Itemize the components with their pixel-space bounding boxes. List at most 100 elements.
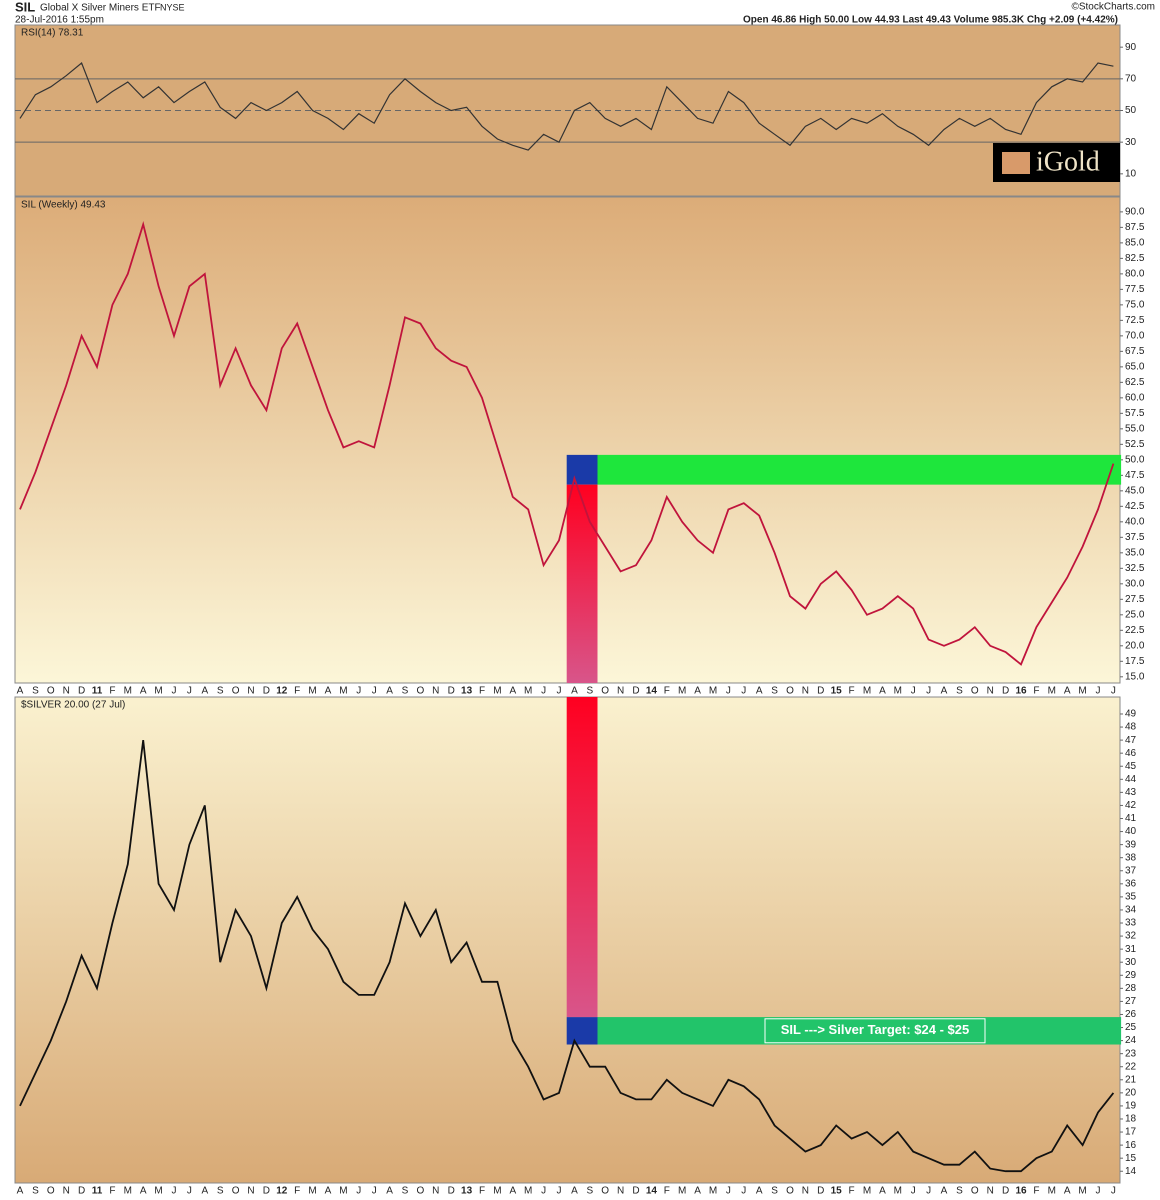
y-tick-label: 20 (1125, 1087, 1137, 1098)
x-tick-label: F (294, 1186, 300, 1197)
x-tick-label: M (863, 1186, 871, 1197)
x-tick-label: A (879, 686, 886, 697)
symbol: SIL (15, 0, 35, 14)
y-tick-label: 38 (1125, 852, 1137, 863)
x-tick-label: J (726, 686, 731, 697)
x-tick-label: F (1033, 686, 1039, 697)
x-tick-label: O (417, 1186, 425, 1197)
price-line (19, 62, 1114, 151)
x-tick-label: J (187, 686, 192, 697)
x-tick-label: J (1111, 686, 1116, 697)
y-tick-label: 19 (1125, 1101, 1137, 1112)
x-tick-label: A (694, 1186, 701, 1197)
x-tick-label: J (726, 1186, 731, 1197)
x-tick-label: J (1096, 1186, 1101, 1197)
x-tick-label: M (1048, 1186, 1056, 1197)
y-tick-label: 15 (1125, 1153, 1137, 1164)
x-tick-label: A (140, 1186, 147, 1197)
y-tick-label: 45.0 (1125, 485, 1145, 496)
x-tick-label: N (987, 1186, 994, 1197)
highlight-band (566, 454, 598, 485)
x-tick-label: O (232, 686, 240, 697)
y-tick-label: 42.5 (1125, 501, 1145, 512)
x-tick-label: M (124, 1186, 132, 1197)
y-tick-label: 32 (1125, 931, 1137, 942)
x-tick-label: 12 (276, 1186, 288, 1197)
x-tick-label: A (941, 1186, 948, 1197)
x-tick-label: F (109, 686, 115, 697)
x-tick-label: 14 (646, 1186, 658, 1197)
x-tick-label: A (1064, 686, 1071, 697)
x-tick-label: M (1078, 1186, 1086, 1197)
x-tick-label: N (63, 1186, 70, 1197)
x-tick-label: D (448, 686, 455, 697)
x-tick-label: M (863, 686, 871, 697)
x-tick-label: A (140, 686, 147, 697)
x-tick-label: J (741, 686, 746, 697)
y-tick-label: 28 (1125, 983, 1137, 994)
y-tick-label: 36 (1125, 878, 1137, 889)
x-tick-label: D (78, 686, 85, 697)
x-tick-label: A (509, 1186, 516, 1197)
x-tick-label: M (308, 686, 316, 697)
x-tick-label: J (187, 1186, 192, 1197)
y-tick-label: 34 (1125, 905, 1137, 916)
y-tick-label: 35.0 (1125, 547, 1145, 558)
y-tick-label: 25.0 (1125, 609, 1145, 620)
y-tick-label: 22.5 (1125, 625, 1145, 636)
x-tick-label: D (263, 1186, 270, 1197)
panel-title: RSI(14) 78.31 (21, 28, 84, 39)
y-tick-label: 60.0 (1125, 392, 1145, 403)
y-tick-label: 20.0 (1125, 640, 1145, 651)
x-tick-label: 12 (276, 686, 288, 697)
x-tick-label: M (308, 1186, 316, 1197)
x-tick-label: M (524, 1186, 532, 1197)
y-tick-label: 43 (1125, 787, 1137, 798)
x-tick-label: 11 (92, 686, 103, 697)
x-tick-label: A (756, 686, 763, 697)
connector-column (566, 697, 598, 1018)
x-tick-label: J (1096, 686, 1101, 697)
y-tick-label: 50 (1125, 105, 1137, 116)
x-tick-label: M (154, 1186, 162, 1197)
x-tick-label: 15 (831, 1186, 843, 1197)
y-tick-label: 47.5 (1125, 470, 1145, 481)
x-tick-label: O (601, 686, 609, 697)
x-tick-label: N (247, 686, 254, 697)
y-tick-label: 42 (1125, 800, 1137, 811)
x-tick-label: 15 (831, 686, 843, 697)
x-tick-label: M (339, 1186, 347, 1197)
x-tick-label: M (894, 1186, 902, 1197)
x-tick-label: S (956, 686, 963, 697)
x-tick-label: A (201, 686, 208, 697)
date: 28-Jul-2016 1:55pm (15, 15, 104, 26)
x-tick-label: M (709, 686, 717, 697)
x-tick-label: 13 (461, 686, 473, 697)
y-tick-label: 77.5 (1125, 284, 1145, 295)
x-tick-label: O (971, 686, 979, 697)
y-tick-label: 23 (1125, 1048, 1137, 1059)
x-tick-label: A (756, 1186, 763, 1197)
x-tick-label: O (786, 686, 794, 697)
x-tick-label: 16 (1015, 686, 1027, 697)
y-tick-label: 30.0 (1125, 578, 1145, 589)
x-tick-label: F (849, 686, 855, 697)
x-tick-label: J (541, 686, 546, 697)
x-tick-label: S (956, 1186, 963, 1197)
x-tick-label: J (541, 1186, 546, 1197)
x-tick-label: J (557, 686, 562, 697)
panel-title: $SILVER 20.00 (27 Jul) (21, 700, 125, 711)
x-tick-label: N (987, 686, 994, 697)
x-tick-label: S (586, 1186, 593, 1197)
x-tick-label: S (32, 1186, 39, 1197)
x-tick-label: D (1002, 1186, 1009, 1197)
y-tick-label: 90 (1125, 42, 1137, 53)
x-tick-label: N (617, 686, 624, 697)
x-tick-label: J (356, 1186, 361, 1197)
x-tick-label: N (63, 686, 70, 697)
x-tick-label: A (509, 686, 516, 697)
x-tick-label: A (17, 1186, 24, 1197)
x-tick-label: J (172, 1186, 177, 1197)
y-tick-label: 17.5 (1125, 656, 1145, 667)
